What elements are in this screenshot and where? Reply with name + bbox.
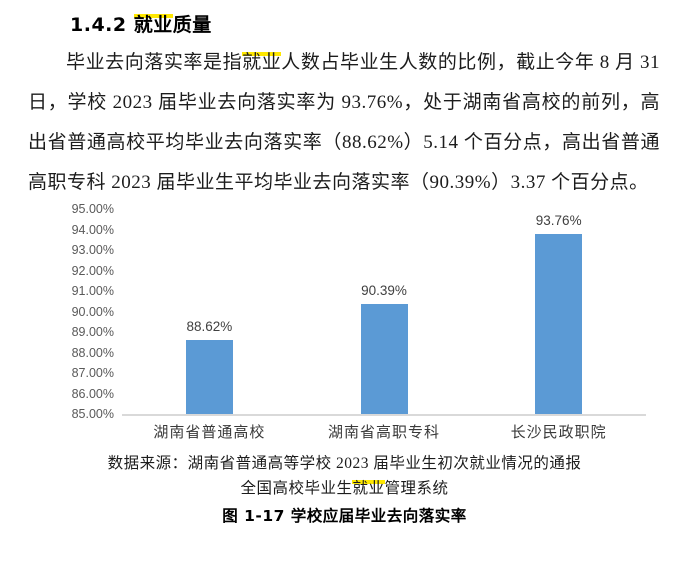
bar-slot: 93.76% [471,209,646,414]
y-tick-label: 95.00% [71,202,114,216]
bar-value-label: 90.39% [361,282,407,298]
highlight-mark: 就业 [352,480,385,497]
bar-value-label: 93.76% [535,213,582,229]
chart-y-axis: 95.00% 94.00% 93.00% 92.00% 91.00% 90.00… [58,202,122,442]
text-segment: 人数占毕业生人数的比例，截止今年 8 月 31 日，学校 2023 届毕业去向落… [28,52,660,193]
text-segment: 毕业去向落实率是指 [66,52,243,73]
y-tick-label: 89.00% [71,325,114,339]
bar-slot: 90.39% [297,209,472,414]
chart-plot: 88.62% 90.39% 93.76% [122,209,646,416]
section-heading: 1.4.2 就业质量 [70,10,689,37]
x-category-label: 湖南省普通高校 [153,425,266,441]
x-category-label: 长沙民政职院 [510,425,607,441]
body-paragraph: 毕业去向落实率是指就业人数占毕业生人数的比例，截止今年 8 月 31 日，学校 … [28,43,660,203]
y-tick-label: 94.00% [71,222,114,237]
x-category-label: 湖南省高职专科 [328,425,441,441]
y-tick-label: 91.00% [71,284,114,298]
text-segment: 质量 [172,14,212,36]
chart-x-axis: 湖南省普通高校 湖南省高职专科 长沙民政职院 [122,416,646,442]
highlight-mark: 就业 [242,52,282,73]
employment-rate-bar-chart: 95.00% 94.00% 93.00% 92.00% 91.00% 90.00… [58,202,646,442]
text-segment: 管理系统 [384,480,449,497]
bar-value-label: 88.62% [186,318,233,334]
y-tick-label: 86.00% [71,386,114,401]
bar-changsha-civil-affairs-college [535,234,583,414]
bar-hunan-general-colleges [185,339,233,414]
y-tick-label: 92.00% [71,263,114,278]
text-segment: 全国高校毕业生 [240,480,353,497]
bar-slot: 88.62% [122,209,297,414]
text-segment: 1.4.2 [70,14,134,36]
bar-hunan-vocational-colleges [360,303,408,414]
y-tick-label: 87.00% [71,366,114,380]
highlight-mark: 就业 [133,14,173,36]
data-source-line-2: 全国高校毕业生就业管理系统 [0,476,689,501]
y-tick-label: 90.00% [71,304,114,319]
figure-caption: 图 1-17 学校应届毕业去向落实率 [222,507,467,525]
data-source-line-1: 数据来源：湖南省普通高等学校 2023 届毕业生初次就业情况的通报 [107,455,582,472]
chart-plot-area: 88.62% 90.39% 93.76% 湖南省普通高校 湖南省高职专科 长沙民… [122,209,646,442]
y-tick-label: 88.00% [71,345,114,360]
y-tick-label: 93.00% [71,243,114,257]
y-tick-label: 85.00% [71,407,114,421]
